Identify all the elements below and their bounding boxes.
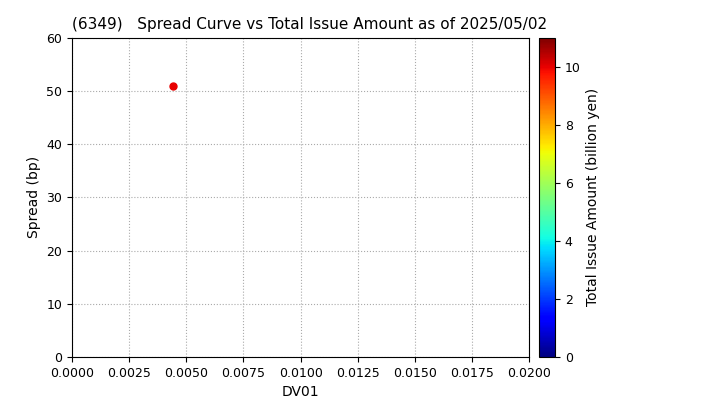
X-axis label: DV01: DV01 <box>282 385 320 399</box>
Y-axis label: Total Issue Amount (billion yen): Total Issue Amount (billion yen) <box>586 88 600 307</box>
Text: (6349)   Spread Curve vs Total Issue Amount as of 2025/05/02: (6349) Spread Curve vs Total Issue Amoun… <box>72 18 547 32</box>
Point <box>167 82 179 89</box>
Y-axis label: Spread (bp): Spread (bp) <box>27 156 41 239</box>
